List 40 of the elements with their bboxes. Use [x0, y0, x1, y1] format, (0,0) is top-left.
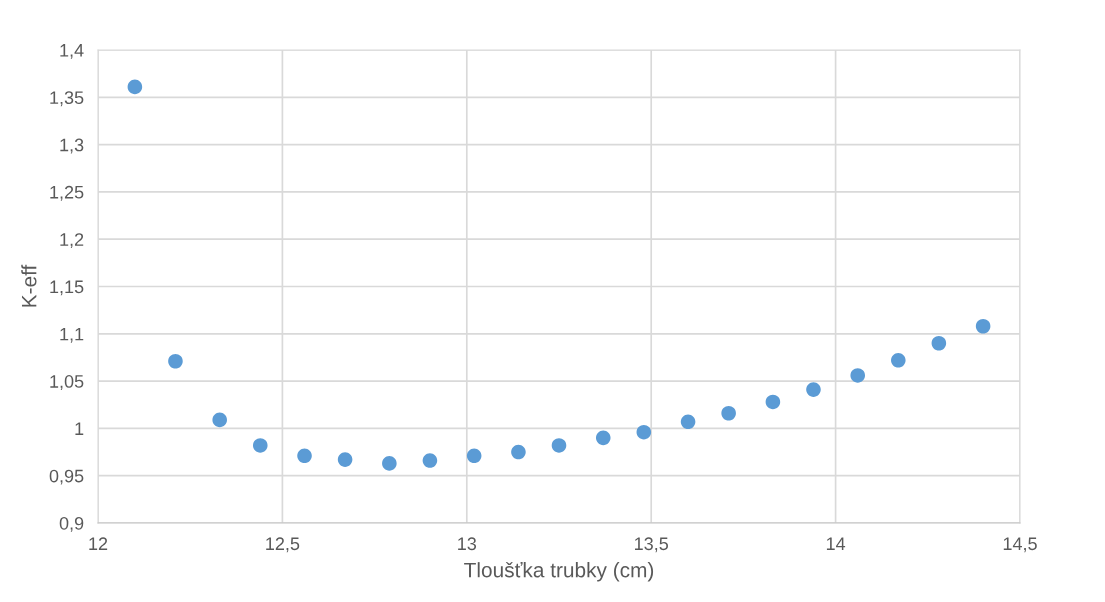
y-tick-label: 0,9: [59, 516, 84, 532]
y-tick-label: 1,15: [50, 280, 84, 296]
y-tick-label: 1,25: [50, 185, 84, 201]
point: [595, 430, 611, 446]
x-tick-label: 12: [89, 537, 108, 550]
point: [551, 438, 567, 453]
x-tick-label: 14: [826, 537, 846, 550]
x-tick-label: 13: [458, 537, 477, 551]
point: [680, 414, 696, 430]
point: [168, 353, 183, 369]
y-tick-label: 1,2: [60, 233, 84, 249]
y-tick-label: 0,95: [49, 469, 84, 485]
y-tick-label: 1,35: [50, 91, 84, 107]
x-tick-label: 14,5: [1003, 537, 1037, 553]
point: [511, 444, 526, 460]
y-tick-label: 1,1: [60, 327, 84, 343]
point: [850, 368, 866, 383]
y-axis-title: K-eff: [21, 264, 37, 307]
point: [337, 452, 353, 467]
y-tick-label: 1,4: [60, 44, 84, 59]
x-tick-label: 13,5: [635, 537, 669, 553]
point: [212, 412, 227, 428]
point: [636, 424, 652, 440]
point: [765, 394, 781, 410]
x-tick-label: 12,5: [266, 537, 300, 553]
point: [252, 438, 268, 453]
point: [297, 448, 312, 464]
point: [382, 456, 397, 471]
point: [721, 405, 736, 421]
y-tick-label: 1,3: [60, 138, 84, 154]
point: [127, 79, 143, 95]
point: [422, 453, 438, 468]
point: [975, 318, 991, 334]
x-axis-title: Tloušťka trubky (cm): [464, 562, 654, 582]
point: [466, 448, 482, 464]
point: [891, 353, 906, 368]
point: [806, 382, 821, 397]
point: [931, 335, 947, 351]
y-tick-label: 1: [75, 422, 84, 435]
y-tick-label: 1,05: [50, 375, 84, 390]
